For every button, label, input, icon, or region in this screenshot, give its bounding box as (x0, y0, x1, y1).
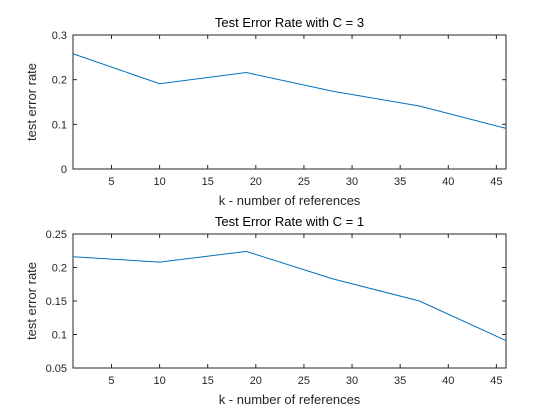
plot-area (72, 34, 507, 170)
series-group (72, 250, 507, 341)
x-tick-label: 15 (202, 176, 214, 188)
chart-title: Test Error Rate with C = 3 (215, 15, 364, 30)
x-tick-label: 10 (153, 176, 165, 188)
series-group (72, 53, 507, 129)
y-tick-label: 0.05 (46, 363, 67, 375)
y-tick-label: 0.15 (46, 296, 67, 308)
subplot-c3: Test Error Rate with C = 3 5 10 15 20 25 30 35… (24, 15, 507, 208)
x-tick-label: 30 (346, 375, 358, 387)
y-tick-label: 0.1 (52, 330, 67, 342)
y-tick-label: 0.3 (52, 30, 67, 42)
y-tick-label: 0 (61, 164, 67, 176)
x-tick-label: 25 (298, 375, 310, 387)
x-tick-label: 30 (346, 176, 358, 188)
y-axis-label: test error rate (24, 262, 39, 340)
subplot-c1: Test Error Rate with C = 1 5 10 15 20 25 30 35… (24, 214, 507, 407)
plot-area (72, 233, 507, 369)
x-tick-label: 20 (250, 375, 262, 387)
x-tick-label: 5 (108, 375, 114, 387)
y-axis-label: test error rate (24, 63, 39, 141)
x-axis-label: k - number of references (219, 193, 361, 208)
x-tick-label: 15 (202, 375, 214, 387)
x-tick-label: 35 (394, 375, 406, 387)
x-tick-label: 20 (250, 176, 262, 188)
x-ticks: 5 10 15 20 25 30 35 40 45 (108, 35, 503, 188)
y-tick-label: 0.1 (52, 119, 67, 131)
x-tick-label: 40 (442, 375, 454, 387)
x-tick-label: 10 (153, 375, 165, 387)
x-tick-label: 25 (298, 176, 310, 188)
y-ticks: 0.05 0.1 0.15 0.2 0.25 (46, 229, 506, 375)
y-tick-label: 0.2 (52, 75, 67, 87)
x-tick-label: 40 (442, 176, 454, 188)
y-tick-label: 0.2 (52, 263, 67, 275)
x-axis-label: k - number of references (219, 392, 361, 407)
x-tick-label: 5 (108, 176, 114, 188)
series-line (72, 53, 507, 129)
chart-title: Test Error Rate with C = 1 (215, 214, 364, 229)
x-tick-label: 45 (490, 375, 502, 387)
series-line (72, 250, 507, 341)
x-tick-label: 35 (394, 176, 406, 188)
x-ticks: 5 10 15 20 25 30 35 40 45 (108, 234, 503, 387)
x-tick-label: 45 (490, 176, 502, 188)
y-ticks: 0 0.1 0.2 0.3 (52, 30, 506, 176)
y-tick-label: 0.25 (46, 229, 67, 241)
